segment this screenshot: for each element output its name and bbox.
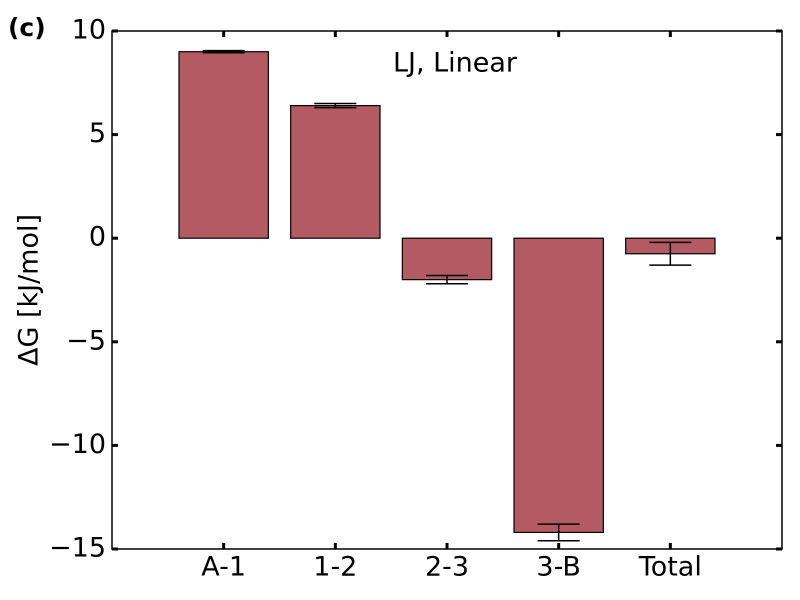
bar [401,237,493,281]
y-tick-label: 5 [89,118,106,149]
y-axis-label: ΔG [kJ/mol] [14,214,45,366]
x-tick-label: Total [638,552,702,583]
bar [290,104,381,239]
x-tick-label: 1-2 [313,552,357,583]
y-tick-label: −10 [49,429,106,460]
y-tick-label: 10 [72,15,106,46]
bar [513,237,604,534]
annotation: LJ, Linear [393,48,518,79]
x-tick-label: 3-B [536,552,580,583]
y-tick-label: −15 [49,533,106,564]
y-tick-label: 0 [89,222,106,253]
bar [178,51,269,239]
x-tick-label: A-1 [201,552,246,583]
y-tick-label: −5 [66,325,106,356]
x-tick-label: 2-3 [425,552,469,583]
panel-label: (c) [8,13,46,42]
plot-frame [111,30,783,550]
